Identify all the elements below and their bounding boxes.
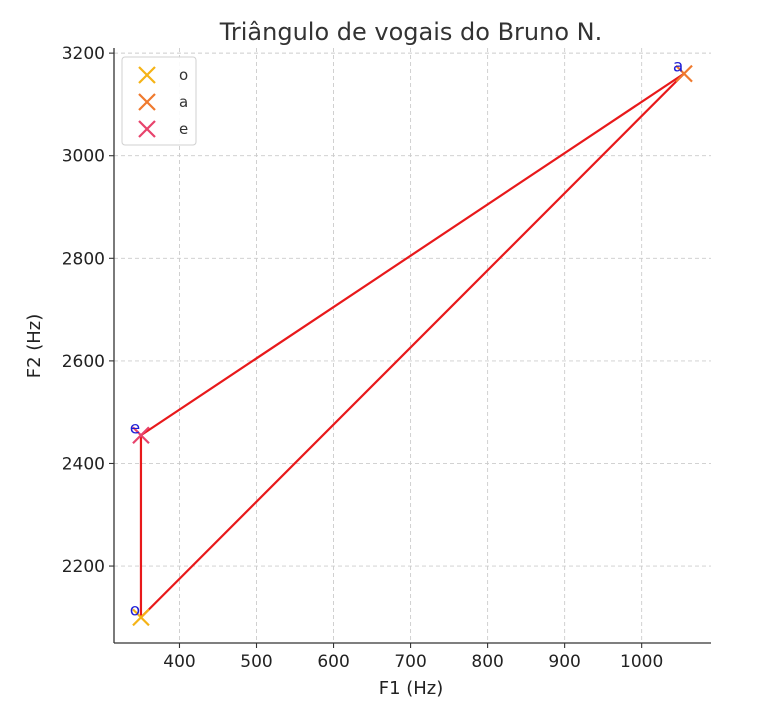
grid xyxy=(114,48,711,643)
data-points: oae xyxy=(130,57,693,627)
point-marker-a xyxy=(675,64,693,83)
legend-marker-o xyxy=(138,66,156,84)
legend-label-o: o xyxy=(179,66,188,84)
y-tick-label: 3000 xyxy=(62,147,105,167)
chart-title: Triângulo de vogais do Bruno N. xyxy=(219,18,602,46)
axes xyxy=(113,48,711,644)
legend-marker-a xyxy=(138,93,156,111)
legend-marker-e xyxy=(138,120,156,138)
y-axis-label: F2 (Hz) xyxy=(24,314,45,379)
x-tick-label: 900 xyxy=(548,652,580,672)
triangle-lines xyxy=(139,72,686,619)
x-tick-label: 700 xyxy=(394,652,426,672)
y-tick-label: 2200 xyxy=(62,557,105,577)
x-tick-label: 800 xyxy=(471,652,503,672)
triangle-path xyxy=(139,72,686,619)
point-marker-o xyxy=(132,608,150,627)
y-tick-label: 2400 xyxy=(62,454,105,474)
point-label-a: a xyxy=(673,57,683,77)
legend-label-e: e xyxy=(179,120,188,138)
legend-label-a: a xyxy=(179,93,188,111)
x-tick-label: 600 xyxy=(317,652,349,672)
x-tick-label: 1000 xyxy=(620,652,663,672)
y-tick-label: 3200 xyxy=(62,44,105,64)
legend: oae xyxy=(121,56,197,146)
point-label-o: o xyxy=(130,600,140,620)
y-tick-label: 2800 xyxy=(62,249,105,269)
x-tick-label: 500 xyxy=(240,652,272,672)
point-label-e: e xyxy=(130,418,140,438)
x-tick-label: 400 xyxy=(163,652,195,672)
ticks: 400 500 600 700 800 900 1000 2200 2400 2600 2800 30… xyxy=(62,44,664,672)
x-axis-label: F1 (Hz) xyxy=(379,678,444,699)
y-tick-label: 2600 xyxy=(62,352,105,372)
point-marker-e xyxy=(132,426,150,445)
